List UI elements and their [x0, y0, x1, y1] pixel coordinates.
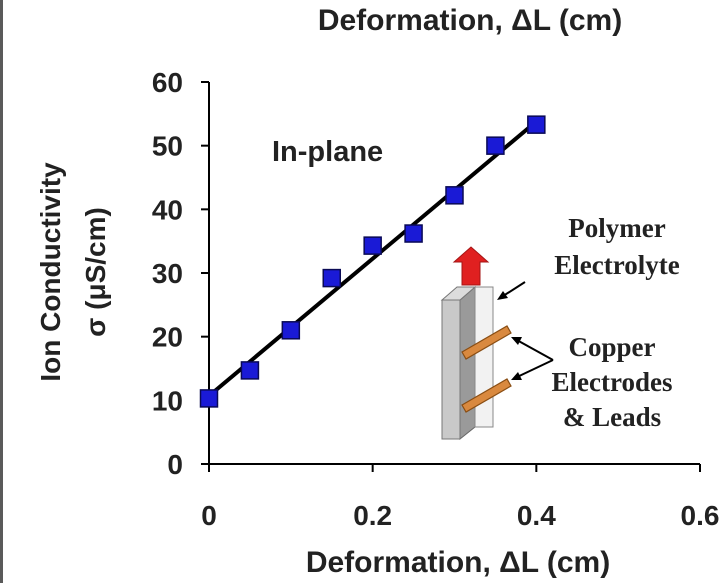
inset-label-electrodes: Electrodes	[552, 367, 673, 397]
inset-schematic: Polymer Electrolyte Copper Electrodes & …	[440, 213, 680, 441]
data-point	[281, 321, 301, 340]
data-point	[486, 136, 505, 155]
copper-pointer-arrowhead-lower-icon	[511, 372, 522, 380]
y-axis-label-line2: σ (μS/cm)	[80, 207, 111, 337]
x-tick-label: 0.2	[353, 500, 392, 531]
data-point	[199, 389, 219, 408]
inset-label-polymer: Polymer	[568, 213, 665, 243]
y-tick-label: 30	[152, 258, 183, 289]
copper-electrode-upper	[461, 325, 512, 360]
inset-label-leads: & Leads	[563, 402, 661, 432]
polymer-pointer-arrowhead-icon	[497, 291, 508, 300]
y-tick-label: 20	[152, 322, 183, 353]
x-tick-label: 0.4	[517, 500, 556, 531]
left-border	[0, 0, 3, 583]
polymer-strip-front	[441, 299, 461, 440]
fit-line	[207, 119, 538, 398]
data-point	[363, 236, 382, 255]
in-plane-annotation: In-plane	[272, 136, 383, 168]
y-tick-label: 10	[152, 385, 183, 416]
y-tick-label: 40	[152, 194, 183, 225]
y-tick-label: 60	[152, 67, 183, 98]
data-point	[404, 224, 423, 243]
data-point	[445, 186, 464, 205]
data-point	[240, 361, 260, 380]
x-tick-label: 0	[201, 500, 217, 531]
y-tick-label: 0	[167, 449, 183, 480]
up-arrow-icon	[452, 246, 490, 286]
data-point	[322, 268, 341, 288]
x-axis-label: Deformation, ΔL (cm)	[306, 546, 610, 579]
copper-electrode-lower	[461, 378, 512, 413]
copper-pointer-upper	[514, 338, 554, 361]
inset-label-copper: Copper	[569, 332, 656, 362]
polymer-strip-side	[459, 285, 476, 441]
copper-pointer-arrowhead-upper-icon	[511, 337, 522, 345]
copper-pointer-lower	[514, 359, 554, 379]
y-axis-label-line1: Ion Conductivity	[35, 162, 66, 382]
inset-label-electrolyte: Electrolyte	[554, 250, 679, 280]
y-tick-label: 50	[152, 131, 183, 162]
polymer-strip-right-face	[474, 286, 494, 428]
data-point	[527, 115, 546, 134]
x-tick-label: 0.6	[681, 500, 720, 531]
chart-title: Deformation, ΔL (cm)	[318, 4, 622, 37]
